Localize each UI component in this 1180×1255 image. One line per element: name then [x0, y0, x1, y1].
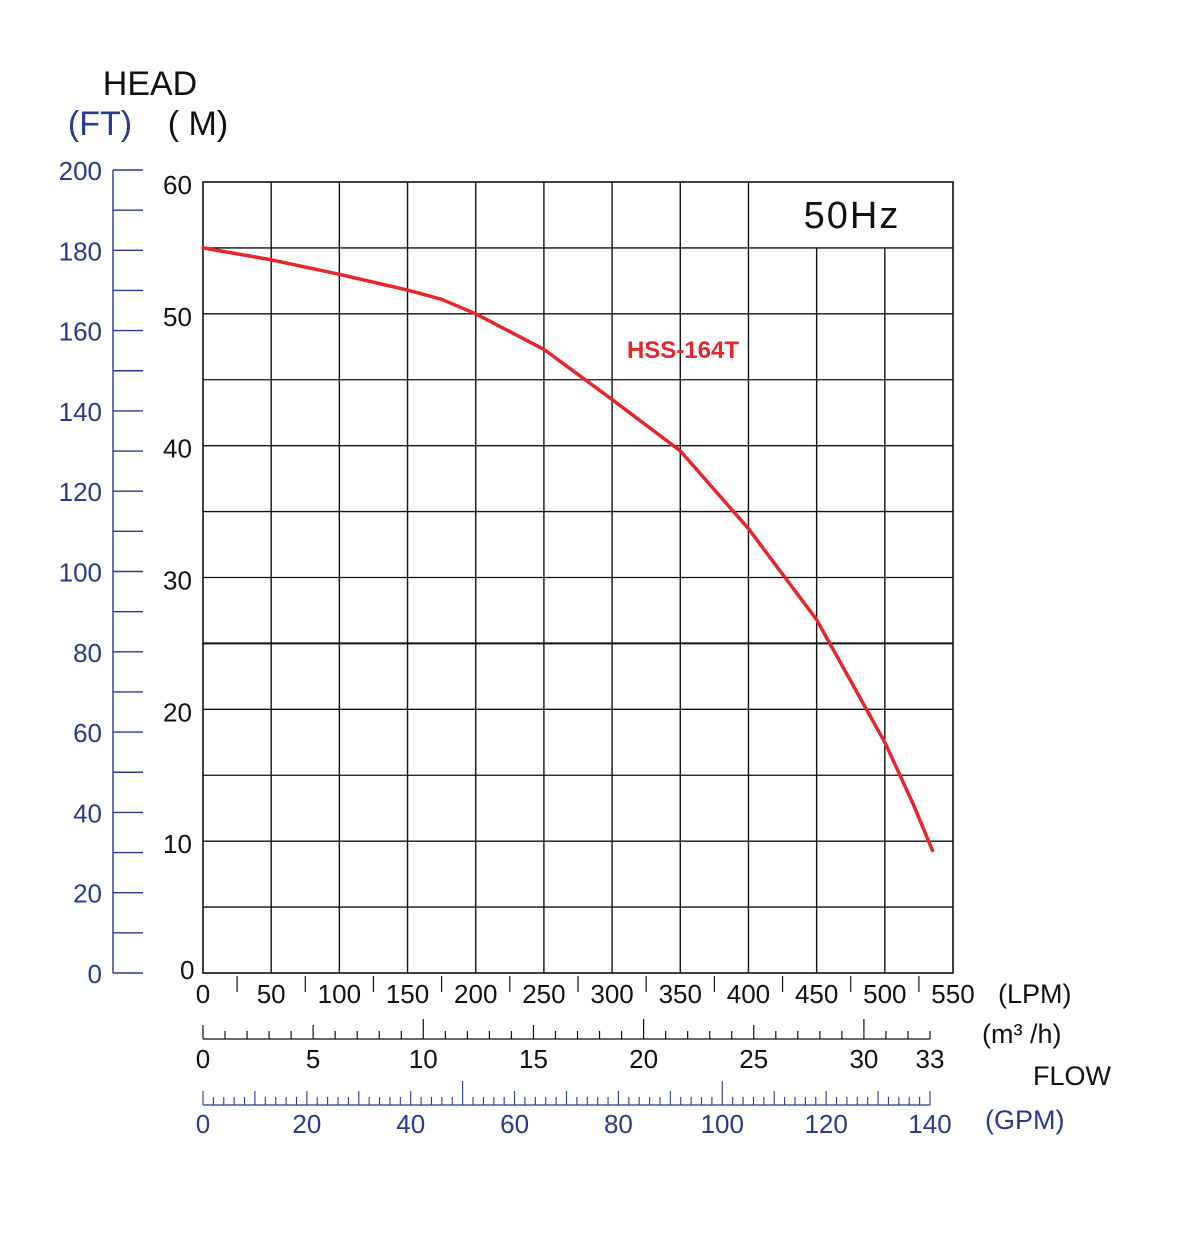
x-tick-label-gpm: 80 — [604, 1109, 633, 1139]
y-tick-label-ft: 60 — [73, 718, 102, 748]
x-tick-label-m3h: 0 — [196, 1044, 210, 1074]
x-tick-label-lpm: 250 — [522, 979, 565, 1009]
curve-point — [440, 297, 444, 301]
y-tick-label-ft: 160 — [59, 317, 102, 347]
x-tick-label-gpm: 60 — [500, 1109, 529, 1139]
x-tick-label-gpm: 140 — [908, 1109, 951, 1139]
x-tick-label-m3h: 33 — [916, 1044, 945, 1074]
x-tick-label-lpm: 150 — [386, 979, 429, 1009]
x-tick-label-lpm: 350 — [659, 979, 702, 1009]
y-tick-label-ft: 180 — [59, 236, 102, 266]
flow-label: FLOW — [1033, 1061, 1112, 1091]
m3h-unit-label: (m³ /h) — [982, 1019, 1061, 1049]
y-tick-label-ft: 0 — [88, 959, 102, 989]
curve-series-label: HSS-164T — [627, 337, 739, 364]
x-tick-label-gpm: 0 — [196, 1109, 210, 1139]
y-tick-label-m: 20 — [163, 697, 192, 727]
lpm-unit-label: (LPM) — [998, 979, 1072, 1009]
y-tick-label-m: 60 — [163, 170, 192, 200]
y-tick-label-ft: 80 — [73, 638, 102, 668]
curve-point — [883, 740, 887, 744]
y-tick-label-ft: 200 — [59, 156, 102, 186]
x-tick-label-lpm: 200 — [454, 979, 497, 1009]
curve-point — [542, 347, 546, 351]
y-tick-label-ft: 100 — [59, 558, 102, 588]
m-unit-label: ( M) — [168, 105, 228, 143]
x-tick-label-lpm: 550 — [931, 979, 974, 1009]
curve-point — [678, 449, 682, 453]
curve-point — [931, 848, 935, 852]
frequency-label: 50Hz — [804, 195, 901, 237]
curve-point — [201, 246, 205, 250]
x-tick-label-m3h: 5 — [306, 1044, 320, 1074]
x-tick-label-lpm: 450 — [795, 979, 838, 1009]
curve-point — [910, 800, 914, 804]
curve-point — [474, 312, 478, 316]
gpm-unit-label: (GPM) — [985, 1105, 1064, 1135]
x-tick-label-lpm: 100 — [318, 979, 361, 1009]
x-tick-label-m3h: 25 — [739, 1044, 768, 1074]
chart-marks: 0102030405060020406080100120140160180200… — [59, 156, 975, 1139]
x-tick-label-lpm: 400 — [727, 979, 770, 1009]
y-tick-label-ft: 120 — [59, 477, 102, 507]
curve-point — [746, 527, 750, 531]
x-tick-label-gpm: 40 — [396, 1109, 425, 1139]
curve-point — [815, 618, 819, 622]
y-tick-label-ft: 20 — [73, 879, 102, 909]
x-tick-label-lpm: 0 — [196, 979, 210, 1009]
y-tick-label-m: 30 — [163, 566, 192, 596]
x-tick-label-m3h: 20 — [629, 1044, 658, 1074]
y-tick-label-ft: 40 — [73, 798, 102, 828]
curve-point — [337, 272, 341, 276]
x-tick-label-m3h: 10 — [409, 1044, 438, 1074]
x-tick-label-gpm: 100 — [701, 1109, 744, 1139]
head-title: HEAD — [103, 65, 197, 103]
x-tick-label-lpm: 500 — [863, 979, 906, 1009]
x-tick-label-lpm: 50 — [257, 979, 286, 1009]
curve-point — [269, 258, 273, 262]
y-tick-label-m: 0 — [180, 955, 194, 985]
x-tick-label-gpm: 20 — [292, 1109, 321, 1139]
y-tick-label-m: 50 — [163, 302, 192, 332]
curve-line — [201, 246, 935, 853]
y-tick-label-m: 10 — [163, 829, 192, 859]
ft-unit-label: (FT) — [68, 105, 132, 143]
y-tick-label-ft: 140 — [59, 397, 102, 427]
x-tick-label-m3h: 30 — [849, 1044, 878, 1074]
curve-point — [610, 398, 614, 402]
y-tick-label-m: 40 — [163, 434, 192, 464]
x-tick-label-lpm: 300 — [590, 979, 633, 1009]
curve-point — [406, 288, 410, 292]
x-tick-label-gpm: 120 — [804, 1109, 847, 1139]
x-tick-label-m3h: 15 — [519, 1044, 548, 1074]
